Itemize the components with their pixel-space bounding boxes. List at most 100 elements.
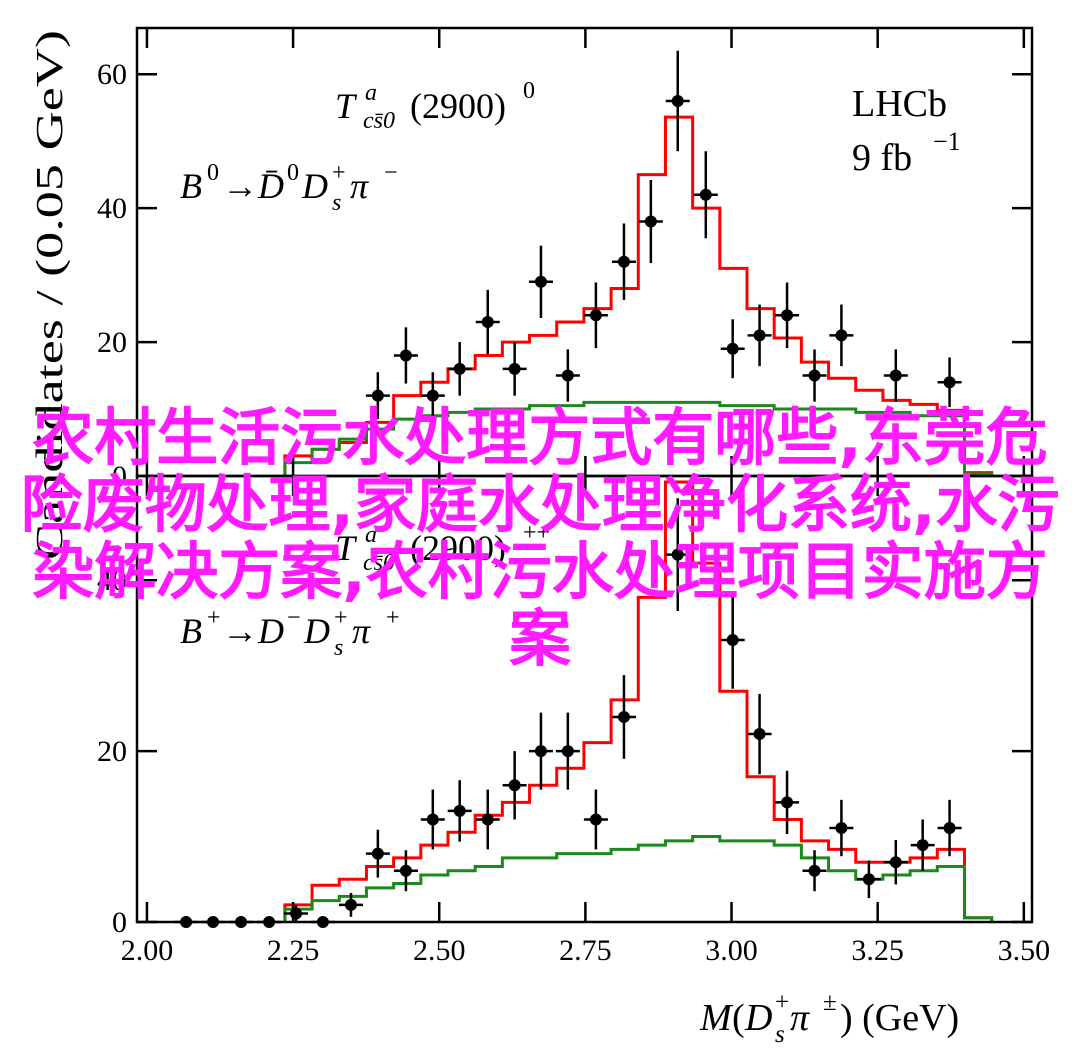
point-marker — [808, 864, 821, 877]
x-axis-label: M ( D s + π ± ) (GeV) — [699, 989, 959, 1048]
annotation-part: s — [334, 635, 343, 661]
step-line — [283, 400, 994, 476]
data-point — [937, 357, 962, 408]
point-marker — [671, 548, 684, 561]
overlay-text: 农村生活污水处理方式有哪些,东莞危险废物处理,家庭水处理净化系统,水污染解决方案… — [20, 401, 1060, 675]
point-marker — [617, 710, 630, 723]
point-marker — [835, 822, 848, 835]
y-tick-label: 40 — [97, 564, 127, 597]
step-line — [283, 115, 994, 476]
y-tick-label: 0 — [112, 906, 127, 939]
data-point — [284, 904, 309, 922]
plots: 0 20 40 60 0 20 40 2.00 2.25 2.50 2.75 3.00 3.25 3.50 — [97, 26, 1051, 967]
annotation-part: D — [301, 166, 328, 206]
x-tick-label: 3.50 — [998, 934, 1051, 967]
annotation-part: B — [180, 611, 202, 651]
step-line — [283, 480, 994, 922]
y-axis-label: Candidates / (0.05 GeV) — [29, 30, 71, 560]
annotation-part: π — [352, 611, 371, 651]
point-marker — [943, 822, 956, 835]
data-point — [447, 342, 472, 396]
point-marker — [344, 898, 357, 911]
point-marker — [426, 813, 439, 826]
annotation-part: B — [180, 166, 202, 206]
data-point — [775, 282, 800, 349]
data-point — [555, 712, 580, 790]
y-tick-label: 40 — [97, 192, 127, 225]
y-tick-label: 20 — [97, 735, 127, 768]
point-marker — [726, 634, 739, 647]
x-tick-label: 2.50 — [413, 934, 466, 967]
luminosity-unit: −1 — [933, 127, 961, 156]
data-point — [338, 892, 363, 917]
point-marker — [399, 864, 412, 877]
point-marker — [862, 873, 875, 886]
data-point — [420, 372, 445, 420]
annotation-part: a — [365, 522, 377, 548]
x-tick-label: 3.25 — [851, 934, 904, 967]
point-marker — [290, 907, 303, 920]
annotation: B + → D − D s + π + — [180, 605, 400, 661]
annotation-part: + — [207, 605, 221, 631]
data-point — [583, 789, 608, 850]
x-axis-label-part: ) (GeV) — [840, 997, 959, 1039]
data-point — [611, 675, 636, 759]
point-marker — [916, 839, 929, 852]
luminosity-label: 9 fb — [852, 137, 912, 179]
x-axis-label-part: M — [699, 997, 734, 1039]
data-point — [910, 819, 935, 871]
point-marker — [399, 349, 412, 362]
data-point — [393, 850, 418, 892]
y-tick-label: 20 — [97, 326, 127, 359]
annotation-part: D — [303, 611, 330, 651]
data-point — [502, 342, 527, 396]
point-marker — [589, 813, 602, 826]
annotation-part: 0 — [207, 160, 219, 186]
point-marker — [508, 779, 521, 792]
data-point — [365, 829, 390, 878]
point-marker — [726, 342, 739, 355]
annotation-part: 0 — [523, 78, 535, 104]
annotation-part: T — [335, 86, 358, 126]
point-marker — [753, 728, 766, 741]
data-point — [693, 151, 718, 239]
point-marker — [561, 369, 574, 382]
annotation-part: π — [350, 166, 369, 206]
data-point — [393, 327, 418, 384]
x-axis-label-part: ( — [732, 997, 745, 1039]
data-point — [883, 349, 908, 402]
annotation-part: → — [222, 611, 258, 651]
x-axis-label-part: ± — [823, 989, 837, 1016]
point-marker — [534, 275, 547, 288]
x-tick-label: 2.75 — [559, 934, 612, 967]
point-marker — [835, 329, 848, 342]
annotation-part: cs̄0 — [363, 108, 395, 134]
data-point — [555, 349, 580, 402]
point-marker — [561, 745, 574, 758]
point-marker — [371, 847, 384, 860]
point-marker — [534, 745, 547, 758]
annotation: B 0 → D̄ 0 D s + π − — [180, 160, 398, 216]
step-line — [283, 835, 994, 922]
point-marker — [943, 376, 956, 389]
annotation-part: (2900) — [410, 86, 506, 126]
annotation-part: s — [332, 190, 341, 216]
data-point — [528, 712, 553, 790]
data-point — [775, 770, 800, 834]
y-tick-label: 0 — [112, 460, 127, 493]
point-marker — [889, 369, 902, 382]
data-point — [802, 850, 827, 892]
point-marker — [426, 389, 439, 402]
point-marker — [481, 315, 494, 328]
annotation-part: 0 — [287, 160, 299, 186]
point-marker — [453, 804, 466, 817]
data-point — [665, 50, 690, 152]
x-tick-label: 2.00 — [121, 934, 174, 967]
annotation-part: − — [384, 160, 398, 186]
x-axis-label-part: π — [790, 997, 810, 1039]
annotation-part: cs̄0 — [363, 550, 395, 576]
data-point — [747, 693, 772, 775]
point-marker — [808, 369, 821, 382]
